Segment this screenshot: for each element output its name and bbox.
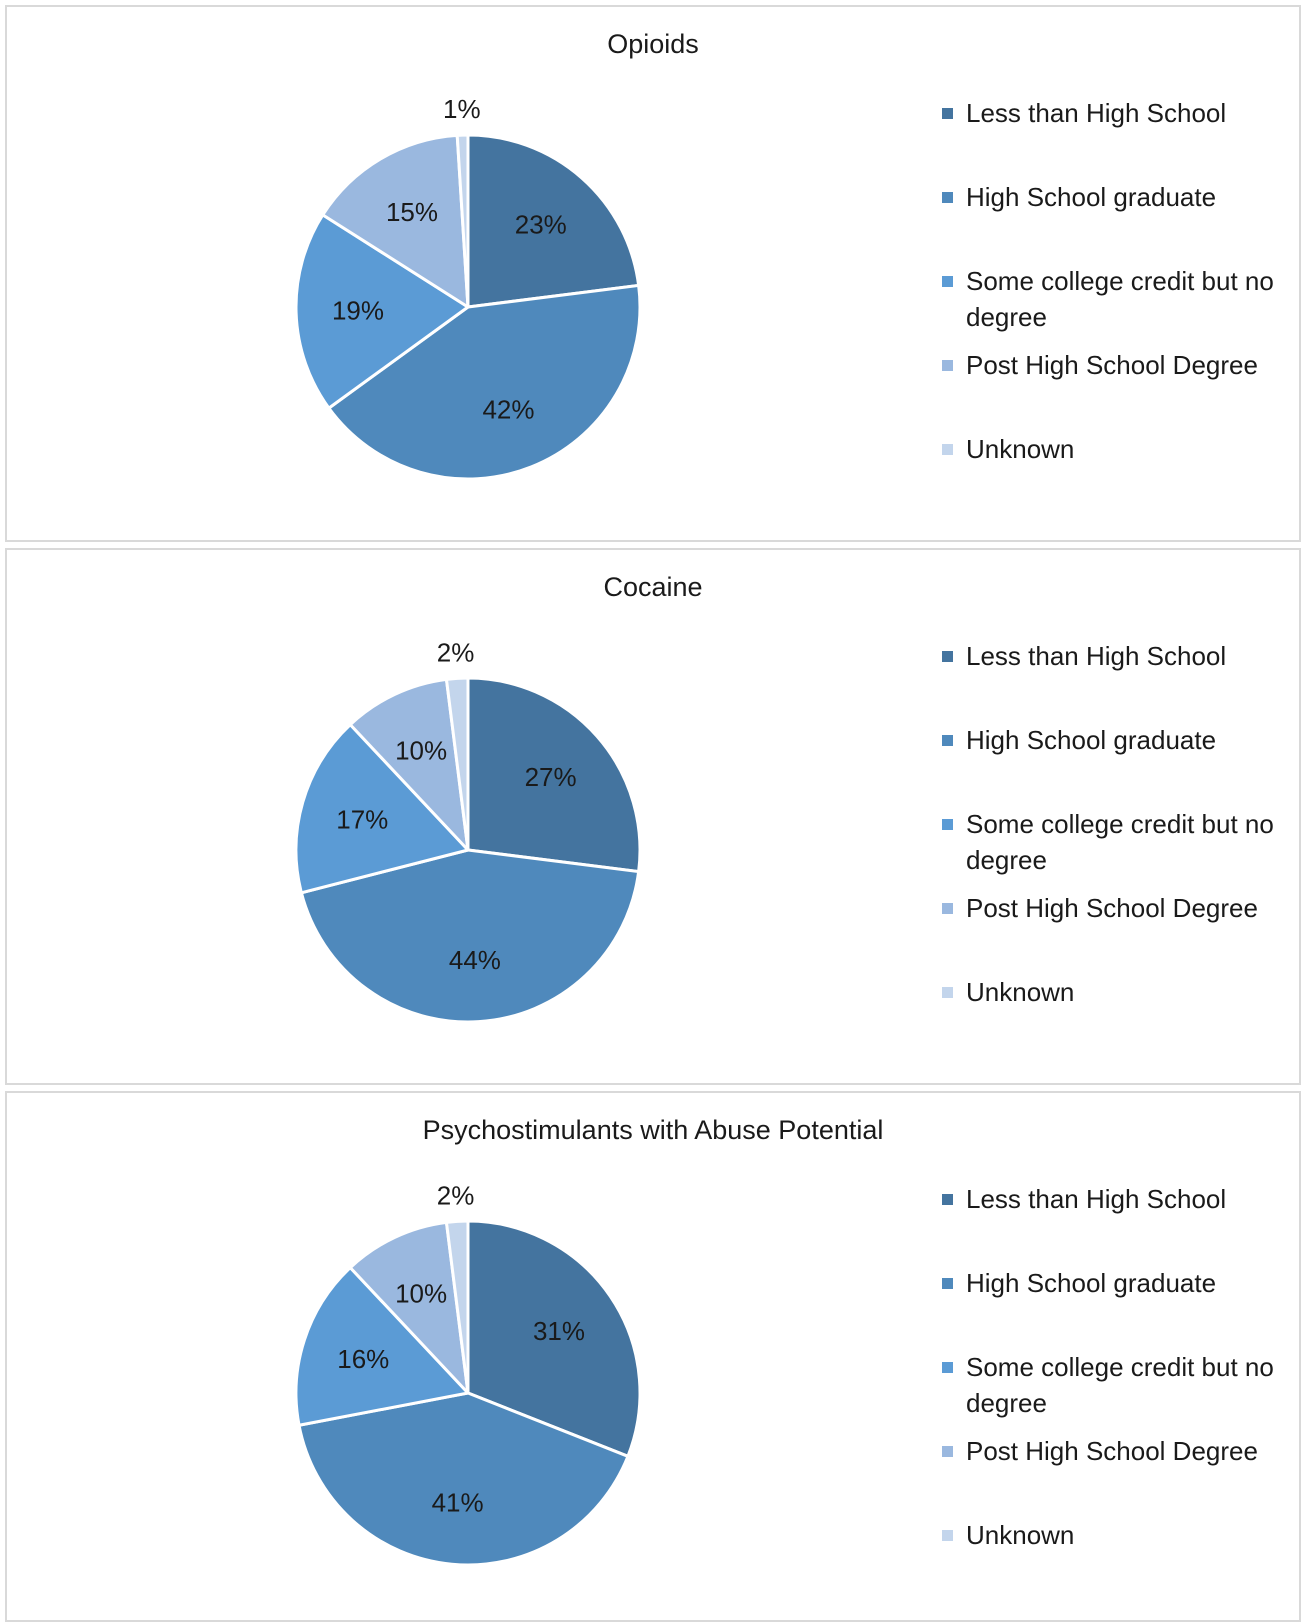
legend-swatch <box>942 903 953 914</box>
legend-label: Post High School Degree <box>966 350 1258 380</box>
legend-swatch <box>942 1446 953 1457</box>
legend-label: Post High School Degree <box>966 893 1258 923</box>
data-label-less-than-high-school: 23% <box>515 209 567 239</box>
legend-label: High School graduate <box>966 1268 1217 1298</box>
pie-slice-unknown <box>444 1219 470 1395</box>
legend-swatch <box>942 1194 953 1205</box>
pie-slice-less-than-high-school <box>466 676 642 874</box>
pie-slice-unknown <box>444 676 470 852</box>
legend-swatch <box>942 987 953 998</box>
data-label-post-high-school-degree: 10% <box>395 1278 447 1308</box>
pie-chart: 27% 44% 17% 10% 2% <box>294 637 642 1024</box>
pie-slice-less-than-high-school <box>466 133 641 309</box>
legend-swatch <box>942 735 953 746</box>
legend-swatch <box>942 1530 953 1541</box>
legend-label: Some college credit but no degree <box>966 266 1274 332</box>
data-label-unknown: 2% <box>437 1180 475 1210</box>
data-label-less-than-high-school: 31% <box>533 1316 585 1346</box>
data-label-unknown: 2% <box>437 637 475 667</box>
psychostimulants-chart-panel: Psychostimulants with Abuse Potential 31… <box>5 1091 1301 1622</box>
pie-slice-some-college-credit-but-no-degree <box>294 723 470 895</box>
data-label-post-high-school-degree: 15% <box>386 197 438 227</box>
legend-label: High School graduate <box>966 182 1217 212</box>
pie-slice-post-high-school-degree <box>348 1220 470 1395</box>
cocaine-chart-panel: Cocaine 27% 44% 17% 10% 2% Less than High Sc… <box>5 548 1301 1085</box>
pie-slice-some-college-credit-but-no-degree <box>294 213 470 410</box>
legend-swatch <box>942 819 953 830</box>
legend-label: Less than High School <box>966 641 1227 671</box>
pie-chart: 31% 41% 16% 10% 2% <box>294 1180 642 1567</box>
legend-label: Post High School Degree <box>966 1436 1258 1466</box>
pie-slice-some-college-credit-but-no-degree <box>294 1266 470 1427</box>
legend-label: Some college credit but no degree <box>966 809 1274 875</box>
data-label-high-school-graduate: 41% <box>432 1488 484 1518</box>
legend-swatch <box>942 192 953 203</box>
data-label-unknown: 1% <box>443 94 481 124</box>
legend-swatch <box>942 108 953 119</box>
data-label-post-high-school-degree: 10% <box>395 735 447 765</box>
legend-swatch <box>942 276 953 287</box>
chart-title: Psychostimulants with Abuse Potential <box>422 1115 884 1145</box>
chart-title: Cocaine <box>603 572 703 602</box>
data-label-some-college-credit-but-no-degree: 17% <box>336 804 388 834</box>
legend-swatch <box>942 651 953 662</box>
legend-swatch <box>942 444 953 455</box>
legend-swatch <box>942 1362 953 1373</box>
legend-label: Unknown <box>966 434 1075 464</box>
legend-label: High School graduate <box>966 725 1217 755</box>
opioids-chart-panel: Opioids 23% 42% 19% 15% 1% Less than High Sc… <box>5 5 1301 542</box>
pie-slice-post-high-school-degree <box>348 677 470 852</box>
legend-label: Some college credit but no degree <box>966 1352 1274 1418</box>
data-label-high-school-graduate: 42% <box>482 394 534 424</box>
legend-label: Unknown <box>966 977 1075 1007</box>
pie-slice-unknown <box>455 133 470 309</box>
pie-slice-high-school-graduate <box>327 283 642 481</box>
data-label-high-school-graduate: 44% <box>449 945 501 975</box>
legend-label: Less than High School <box>966 1184 1227 1214</box>
legend-label: Unknown <box>966 1520 1075 1550</box>
legend-label: Less than High School <box>966 98 1227 128</box>
pie-slice-high-school-graduate <box>297 1391 630 1567</box>
legend-swatch <box>942 360 953 371</box>
pie-slice-post-high-school-degree <box>321 133 470 309</box>
legend-swatch <box>942 1278 953 1289</box>
data-label-some-college-credit-but-no-degree: 16% <box>337 1344 389 1374</box>
data-label-some-college-credit-but-no-degree: 19% <box>332 296 384 326</box>
pie-slice-high-school-graduate <box>299 848 641 1024</box>
pie-slice-less-than-high-school <box>466 1219 642 1458</box>
data-label-less-than-high-school: 27% <box>525 762 577 792</box>
chart-title: Opioids <box>607 29 699 59</box>
pie-chart: 23% 42% 19% 15% 1% <box>294 94 642 481</box>
